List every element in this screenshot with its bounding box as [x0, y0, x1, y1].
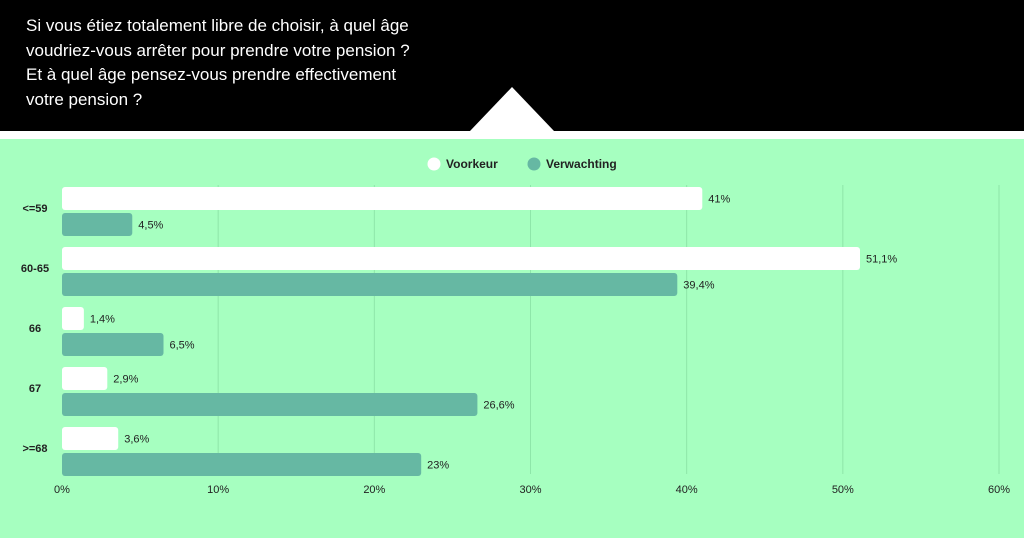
category-label: 66 — [29, 323, 41, 335]
bar — [62, 367, 108, 390]
x-tick-label: 50% — [832, 484, 854, 496]
chart-grid — [217, 185, 1000, 474]
legend-marker — [527, 157, 541, 171]
x-tick-label: 0% — [54, 484, 70, 496]
bar — [62, 247, 861, 270]
question-text: Si vous étiez totalement libre de choisi… — [26, 14, 496, 112]
bar-value-label: 1,4% — [90, 314, 115, 326]
bar-value-label: 6,5% — [170, 340, 195, 352]
x-tick-label: 10% — [207, 484, 229, 496]
bar — [62, 213, 133, 236]
x-tick-label: 40% — [676, 484, 698, 496]
bar — [62, 187, 703, 210]
header-banner: Si vous étiez totalement libre de choisi… — [0, 0, 1024, 131]
bar-value-label: 2,9% — [113, 374, 138, 386]
bar — [62, 333, 164, 356]
bar — [62, 427, 119, 450]
bar-value-label: 41% — [708, 194, 730, 206]
value-axis: 0% 10% 20% 30% 40% 50% 60% — [54, 484, 1010, 496]
category-label: 60-65 — [21, 263, 49, 275]
question-line: Si vous étiez totalement libre de choisi… — [26, 16, 409, 35]
chart-bars: 41% 4,5% 51,1% 39,4% 1,4% 6,5% 2,9% 26,6% 3,6% 23… — [62, 187, 897, 476]
bar — [62, 453, 422, 476]
bar-chart: Voorkeur Verwachting 41% 4,5% 51,1% 39,4% 1,4… — [21, 157, 1010, 496]
pointer-triangle-icon — [470, 87, 554, 131]
category-label: 67 — [29, 383, 41, 395]
bar-value-label: 23% — [427, 460, 449, 472]
chart-legend: Voorkeur Verwachting — [427, 157, 617, 171]
bar-value-label: 51,1% — [866, 254, 897, 266]
question-line: Et à quel âge pensez-vous prendre effect… — [26, 65, 397, 84]
bar-value-label: 4,5% — [138, 220, 163, 232]
bar-value-label: 3,6% — [124, 434, 149, 446]
category-label: >=68 — [22, 443, 47, 455]
category-label: <=59 — [22, 203, 47, 215]
category-axis: <=59 60-65 66 67 >=68 — [21, 203, 49, 455]
bar — [62, 393, 478, 416]
question-line: votre pension ? — [26, 89, 143, 109]
legend-label: Voorkeur — [446, 157, 498, 171]
bar-value-label: 26,6% — [483, 400, 514, 412]
x-tick-label: 20% — [363, 484, 385, 496]
bar — [62, 307, 84, 330]
legend-marker — [427, 157, 441, 171]
x-tick-label: 60% — [988, 484, 1010, 496]
bar-value-label: 39,4% — [683, 280, 714, 292]
question-line: voudriez-vous arrêter pour prendre votre… — [26, 40, 410, 60]
legend-label: Verwachting — [546, 157, 617, 171]
x-tick-label: 30% — [519, 484, 541, 496]
header-separator — [0, 131, 1024, 139]
bar — [62, 273, 678, 296]
